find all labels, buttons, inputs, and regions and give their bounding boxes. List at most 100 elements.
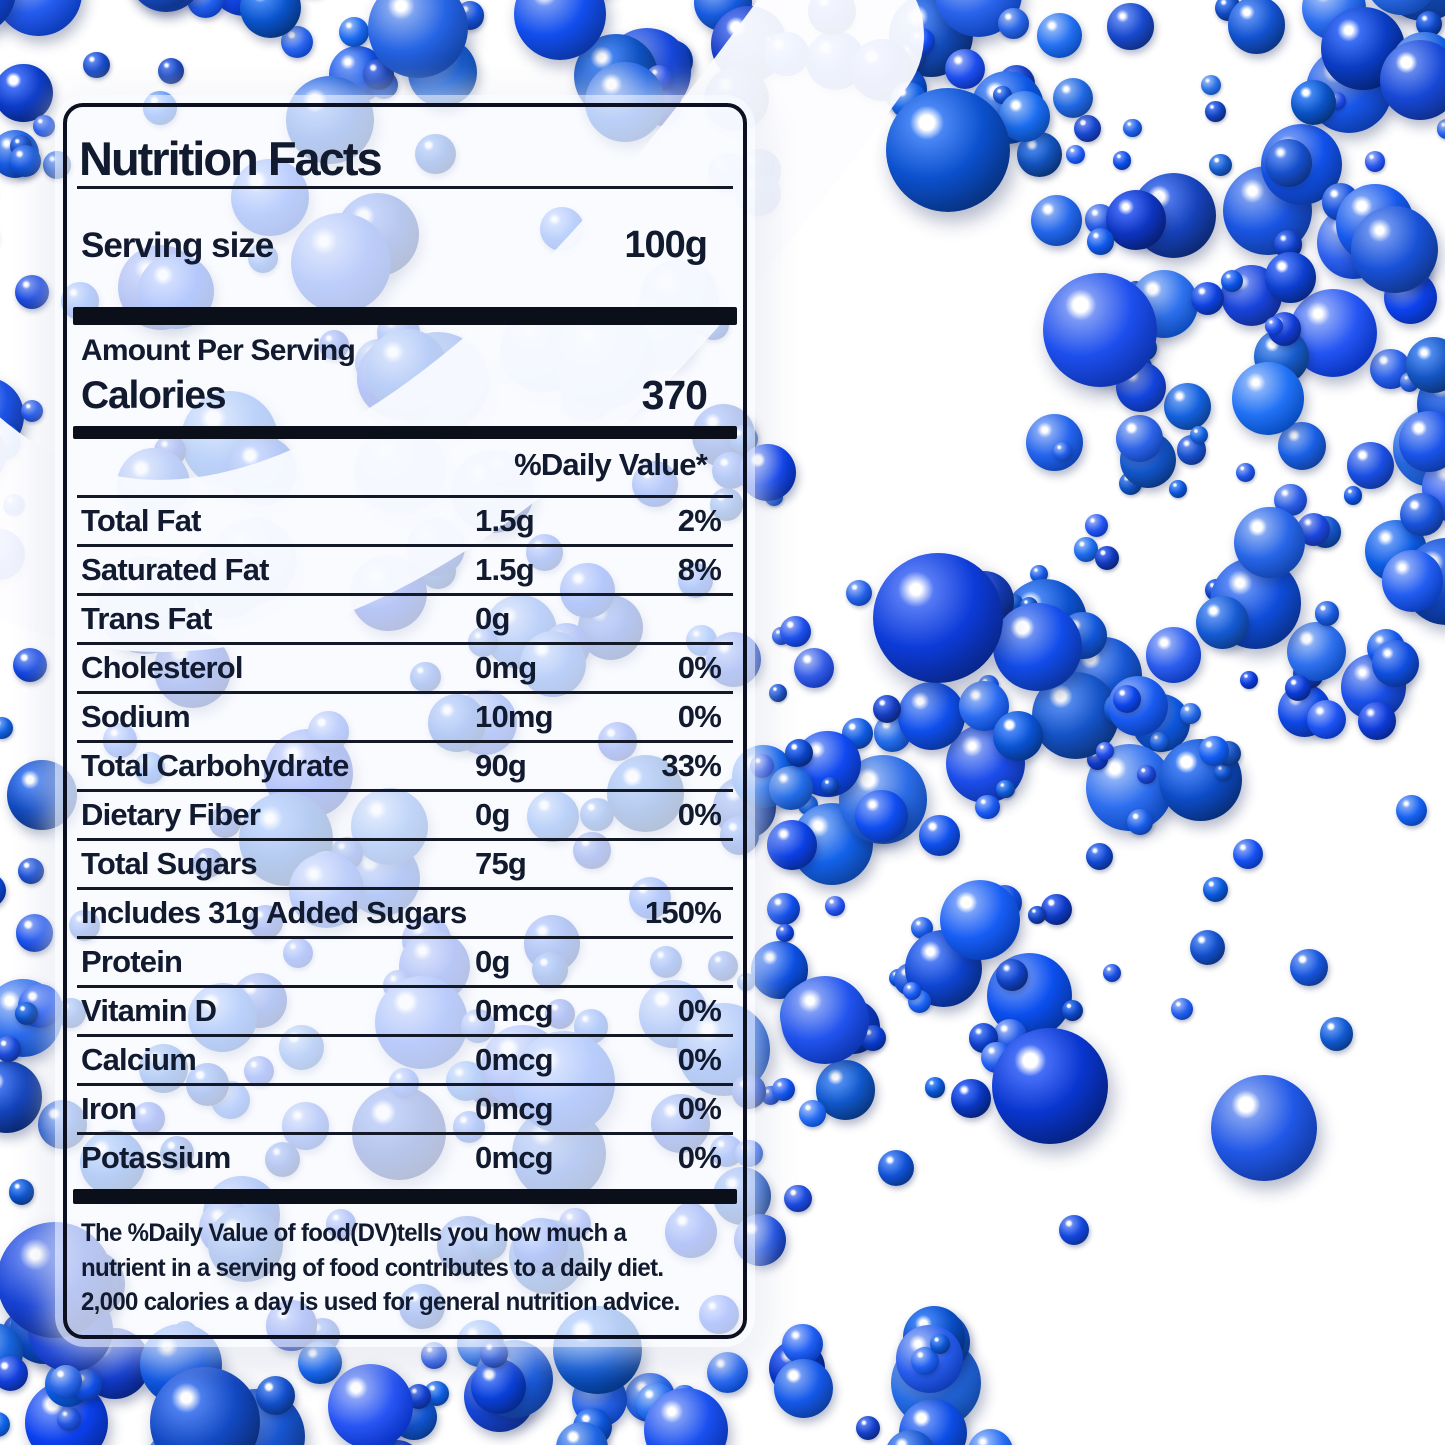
pearl [1398,411,1445,472]
pearl [1199,736,1229,766]
footnote-line: 2,000 calories a day is used for general… [81,1288,680,1316]
pearl [1201,75,1222,96]
nutrient-daily-value: 33% [661,748,721,783]
nutrient-name: Potassium [81,1140,231,1175]
nutrient-amount: 0mg [475,650,537,685]
pearl [1233,839,1264,870]
pearl [799,1100,826,1127]
pearl [767,892,800,926]
nutrient-daily-value: 0% [677,1140,722,1175]
nutrient-daily-value: 2% [677,503,722,538]
nutrient-amount: 0mcg [475,1042,554,1077]
pearl [470,1358,527,1415]
pearl [1307,699,1347,739]
pearl [1195,595,1250,649]
pearl [784,1184,812,1212]
pearl [1113,684,1142,713]
pearl [872,694,902,724]
nutrient-daily-value: 0% [677,797,722,832]
pearl [1211,1075,1317,1181]
nutrient-row: Iron 0mcg 0% [77,1083,733,1132]
nutrient-amount: 0g [475,797,510,832]
pearl [1058,1215,1089,1245]
nutrient-row: Dietary Fiber 0g 0% [77,789,733,838]
pearl [1203,877,1228,903]
calories-label: Calories [81,374,227,417]
pearl [1371,639,1419,687]
nutrient-row: Cholesterol 0mg 0% [77,642,733,691]
pearl [1190,426,1209,444]
pearl [129,0,196,9]
pearl [1115,414,1163,462]
nutrient-row: Total Fat 1.5g 2% [77,495,733,544]
pearl [929,1334,951,1355]
pearl [49,1365,82,1397]
nutrient-daily-value: 150% [644,895,722,930]
nutrient-row: Saturated Fat 1.5g 8% [77,544,733,593]
nutrient-daily-value: 0% [677,650,722,685]
pearl [0,63,54,123]
pearl [555,1422,609,1445]
pearl [1179,702,1201,724]
nutrient-name: Cholesterol [81,650,244,685]
pearl [20,400,43,423]
pearl [1145,627,1202,683]
nutrient-name: Total Sugars [81,846,258,881]
pearl [368,0,468,78]
pearl [56,1407,81,1432]
pearl [1065,144,1085,164]
nutrient-name: Calcium [81,1042,197,1077]
pearl [878,1149,915,1186]
pearl [1343,486,1363,505]
nutrient-daily-value: 0% [677,1042,722,1077]
pearl [1029,564,1048,583]
nutrient-amount: 10mg [475,699,554,734]
pearl [14,1001,38,1025]
pearl [1073,114,1101,142]
nutrient-amount: 0g [475,944,510,979]
pearl [821,777,839,795]
pearl [368,1439,424,1445]
pearl [1037,13,1083,59]
pearl [1320,1017,1354,1051]
pearl [1400,492,1444,537]
pearl [1085,842,1113,870]
calories-row: Calories 370 [81,372,708,418]
pearl [873,553,1003,683]
pearl [1264,317,1284,336]
serving-size-label: Serving size [81,226,274,265]
pearl [14,275,49,310]
nutrient-amount: 1.5g [475,503,535,538]
pearl [1396,795,1428,827]
pearl [1314,600,1340,626]
pearl [8,1179,35,1205]
pearl [1380,40,1445,120]
nutrient-rows: Total Fat 1.5g 2% Saturated Fat 1.5g 8% … [77,495,733,1181]
nutrient-amount: 0mcg [475,1091,554,1126]
pearl [1436,119,1445,139]
pearl [186,0,224,19]
nutrient-row: Potassium 0mcg 0% [77,1132,733,1181]
pearl [1220,269,1244,292]
pearl [17,858,44,884]
pearl [855,789,909,843]
pearl [992,1028,1108,1144]
pearl [940,880,1020,960]
pearl [1190,930,1225,966]
pearl [33,115,56,138]
pearl [8,144,41,178]
pearl [1040,894,1072,926]
pearl [0,1036,21,1063]
pearl [706,1352,748,1394]
pearl [1164,383,1212,431]
pearl [1290,948,1329,987]
thick-separator-bar-bottom [73,1189,737,1204]
serving-size-row: Serving size 100g [81,224,708,270]
pearl [780,615,812,647]
pearl [1026,413,1084,472]
pearl [1231,362,1305,435]
pearl [1136,764,1157,785]
pearl [886,88,1010,212]
pearl [773,1359,833,1419]
pearl [1265,252,1316,303]
